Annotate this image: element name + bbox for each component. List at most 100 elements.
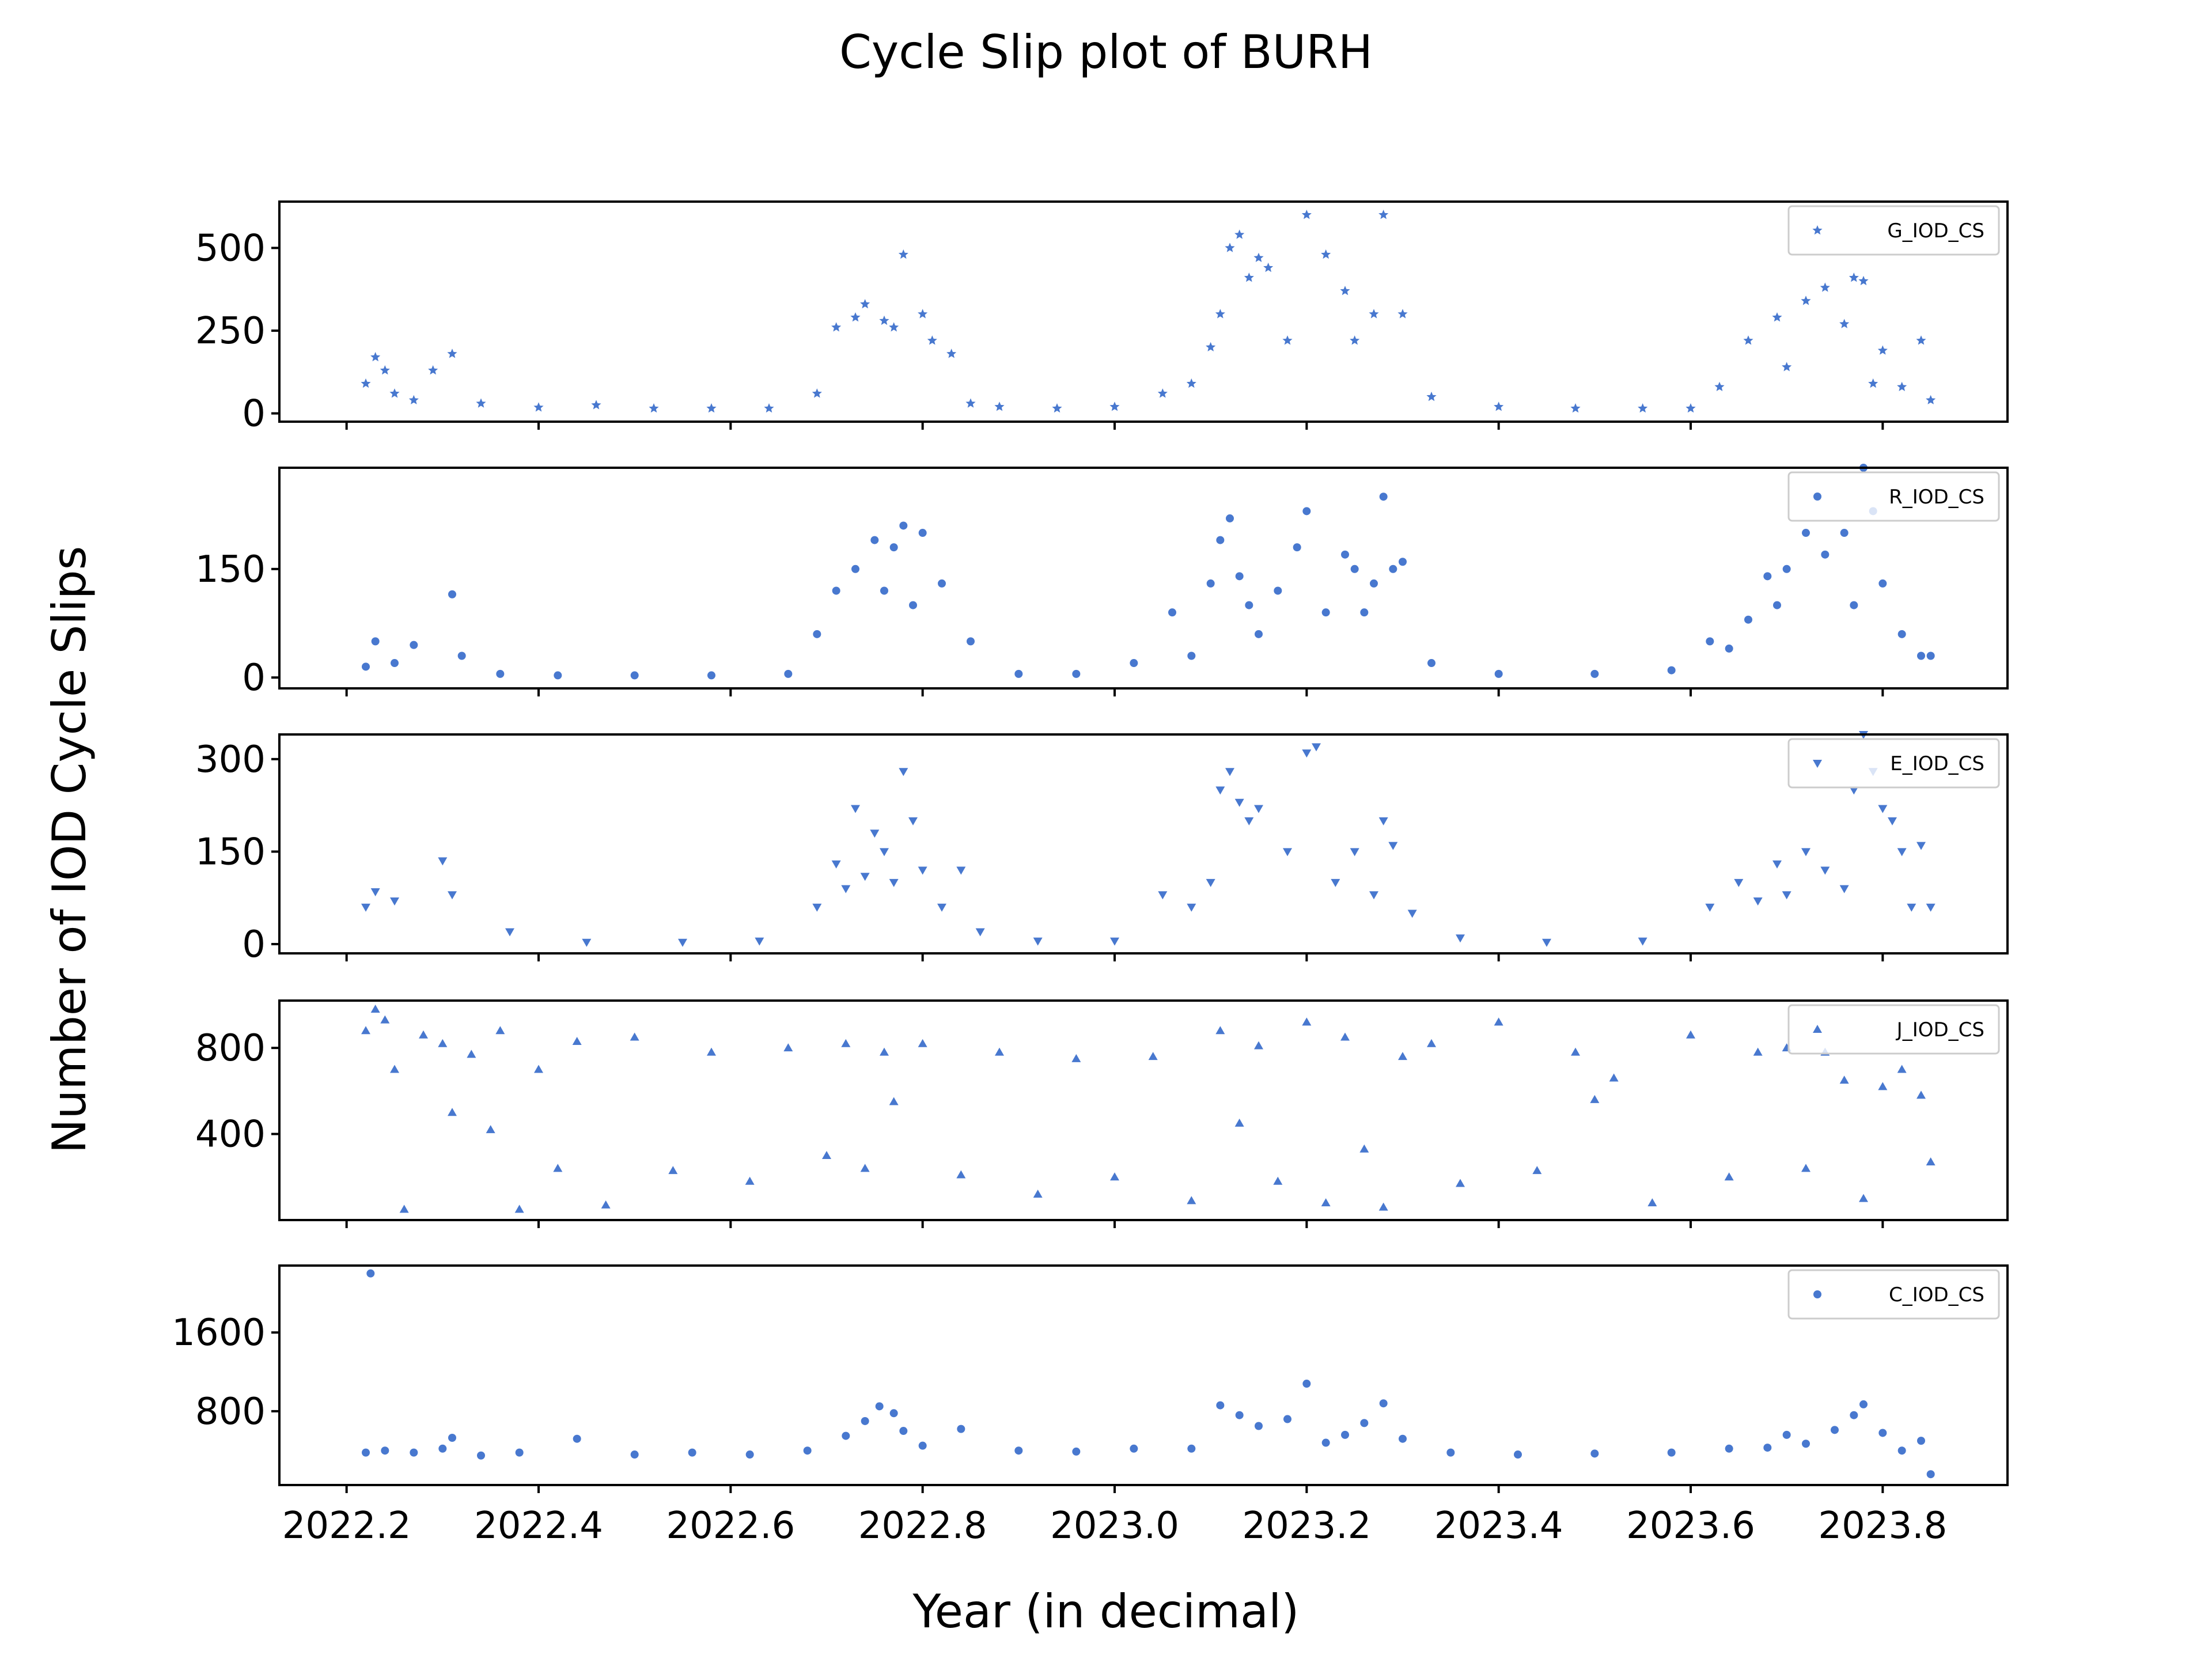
data-point xyxy=(1302,1017,1312,1026)
data-point xyxy=(1802,1440,1810,1448)
data-point xyxy=(505,928,514,937)
data-point xyxy=(879,315,889,325)
data-point xyxy=(1301,210,1312,219)
data-point xyxy=(1897,630,1906,638)
data-point xyxy=(918,529,927,537)
data-point xyxy=(1370,579,1378,588)
x-tick-label: 2022.4 xyxy=(474,1505,603,1547)
data-point xyxy=(1378,1202,1388,1211)
data-point xyxy=(880,848,889,857)
data-point xyxy=(1782,1430,1791,1439)
data-point xyxy=(1283,1415,1291,1423)
data-point xyxy=(1225,768,1234,777)
data-point xyxy=(1245,601,1253,609)
data-point xyxy=(1831,1426,1839,1434)
y-tick-label: 800 xyxy=(195,1027,266,1070)
data-point xyxy=(1369,891,1378,900)
data-point xyxy=(831,322,842,332)
data-point xyxy=(1157,388,1168,398)
data-point xyxy=(822,1150,831,1159)
data-point xyxy=(496,669,505,678)
legend-marker xyxy=(1813,760,1822,768)
legend-label: E_IOD_CS xyxy=(1890,752,1984,775)
data-point xyxy=(1187,903,1196,912)
data-point xyxy=(371,637,380,646)
data-point xyxy=(410,641,418,649)
axes-frame xyxy=(278,467,2009,690)
data-point xyxy=(1302,749,1312,758)
data-point xyxy=(1253,252,1264,262)
data-point xyxy=(1110,937,1119,946)
data-point xyxy=(1839,1075,1849,1084)
legend-label: C_IOD_CS xyxy=(1889,1283,1984,1306)
data-point xyxy=(1187,1196,1196,1205)
y-tick-label: 250 xyxy=(195,310,266,353)
data-point xyxy=(918,309,928,319)
data-point xyxy=(812,388,822,398)
legend-label: G_IOD_CS xyxy=(1887,219,1984,243)
data-point xyxy=(1389,565,1397,573)
data-point xyxy=(1379,1399,1388,1408)
data-point xyxy=(1255,1422,1263,1430)
data-point xyxy=(1782,565,1791,573)
data-point xyxy=(1014,1446,1023,1455)
data-point xyxy=(1734,878,1744,887)
data-point xyxy=(1234,798,1244,807)
data-point xyxy=(880,1047,889,1056)
data-point xyxy=(1033,1190,1043,1198)
data-point xyxy=(1724,1172,1734,1181)
data-point xyxy=(1215,1026,1225,1035)
data-point xyxy=(1850,601,1858,609)
data-point xyxy=(514,1205,524,1213)
data-point xyxy=(870,536,879,544)
x-tick-label: 2023.0 xyxy=(1050,1505,1179,1547)
data-point xyxy=(1110,1172,1119,1181)
data-point xyxy=(1917,652,1925,660)
y-tick-label: 1600 xyxy=(172,1312,266,1354)
legend: G_IOD_CS xyxy=(1787,205,2000,256)
data-point xyxy=(1763,1444,1772,1452)
chart-title: Cycle Slip plot of BURH xyxy=(839,25,1373,79)
legend: E_IOD_CS xyxy=(1787,738,2000,789)
data-points xyxy=(361,731,1936,947)
data-point xyxy=(764,403,774,413)
x-tick-label: 2022.2 xyxy=(282,1505,411,1547)
data-point xyxy=(495,1026,505,1035)
data-point xyxy=(361,903,370,912)
data-point xyxy=(965,398,976,408)
data-point xyxy=(1753,897,1763,906)
data-point xyxy=(1638,937,1647,946)
data-point xyxy=(1427,659,1435,668)
legend-box xyxy=(1787,205,2000,256)
subplot-j-iod-cs: 400 800 J_IOD_CS xyxy=(195,999,2009,1228)
data-point xyxy=(630,671,639,680)
data-point xyxy=(534,1065,543,1073)
data-point xyxy=(390,1065,399,1073)
y-tick-label: 400 xyxy=(195,1113,266,1156)
y-tick-label: 300 xyxy=(195,738,266,781)
data-point xyxy=(1187,652,1196,660)
data-point xyxy=(1340,286,1350,296)
x-tick-label: 2023.6 xyxy=(1626,1505,1755,1547)
data-point xyxy=(428,365,438,375)
data-point xyxy=(554,671,562,680)
data-point xyxy=(909,601,917,609)
data-point xyxy=(1206,579,1215,588)
data-point xyxy=(956,1170,966,1179)
data-point xyxy=(1340,1032,1350,1041)
data-point xyxy=(1033,937,1043,946)
data-point xyxy=(1820,282,1830,292)
data-point xyxy=(994,402,1005,411)
data-point xyxy=(457,652,466,660)
data-point xyxy=(1283,848,1292,857)
data-point xyxy=(1609,1073,1619,1082)
data-point xyxy=(448,891,457,900)
data-point xyxy=(448,590,456,599)
data-point xyxy=(1359,1144,1369,1153)
data-point xyxy=(1148,1052,1158,1060)
data-point xyxy=(899,521,908,530)
data-point xyxy=(366,1269,375,1278)
data-point xyxy=(1426,391,1437,402)
data-point xyxy=(1234,229,1245,239)
data-point xyxy=(1926,1157,1936,1166)
